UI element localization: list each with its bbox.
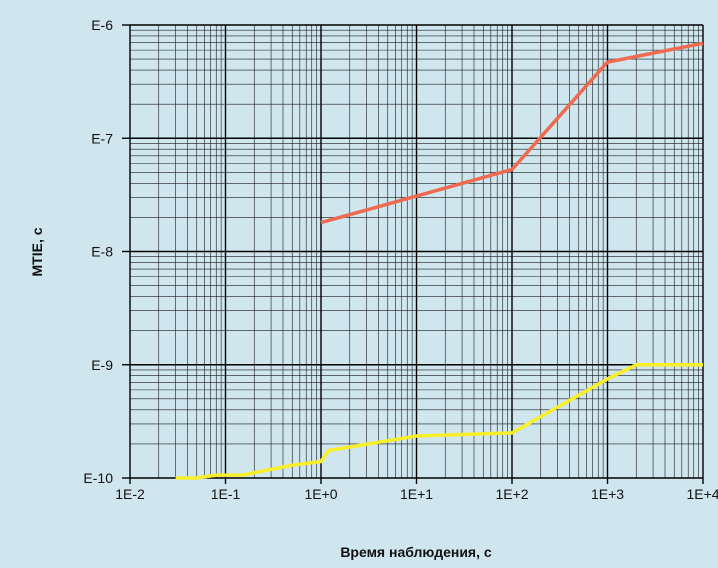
x-tick-label: 1E+1 [400,486,433,502]
y-axis-title: MTIE, с [29,227,45,276]
x-tick-label: 1E+4 [686,486,718,502]
y-tick-label: E-8 [91,244,113,260]
x-tick-label: 1E-1 [211,486,241,502]
series-layer [175,41,704,480]
y-tick-labels: E-6 E-7 E-8 E-9 E-10 [83,17,113,486]
series-line-1 [320,41,704,225]
x-axis-title: Время наблюдения, с [340,544,492,560]
x-tick-label: 1E+0 [304,486,337,502]
series-line-2 [175,363,703,480]
x-tick-labels: 1E-2 1E-1 1E+0 1E+1 1E+2 1E+3 1E+4 [115,486,718,502]
grid [122,24,704,484]
x-tick-label: 1E-2 [115,486,145,502]
y-tick-label: E-6 [91,17,113,33]
x-tick-label: 1E+2 [495,486,528,502]
y-tick-label: E-10 [83,470,113,486]
x-tick-label: 1E+3 [591,486,624,502]
y-tick-label: E-9 [91,357,113,373]
y-tick-label: E-7 [91,130,113,146]
